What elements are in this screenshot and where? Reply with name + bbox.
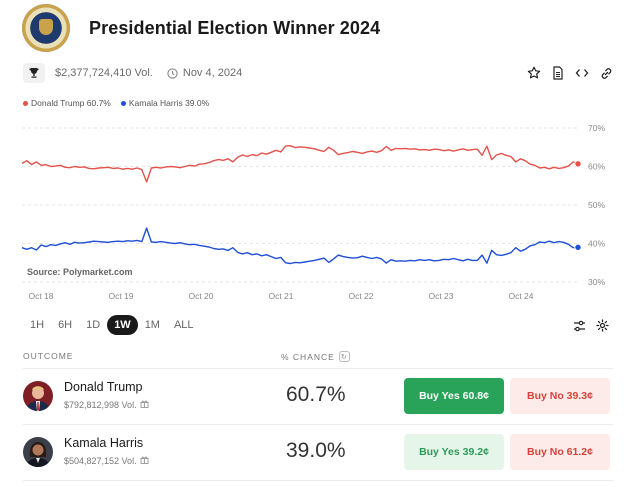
legend-label-trump: Donald Trump 60.7%: [31, 98, 111, 108]
market-volume: $2,377,724,410 Vol.: [55, 67, 153, 79]
buy-no-trump-button[interactable]: Buy No 39.3¢: [510, 378, 610, 414]
avatar-trump: [23, 381, 53, 411]
outcome-row-harris[interactable]: Kamala Harris $504,827,152 Vol. 39.0% Bu…: [23, 425, 613, 481]
presidential-seal-logo: [22, 4, 70, 52]
col-chance-label: % CHANCE: [281, 351, 335, 362]
range-all[interactable]: ALL: [173, 319, 194, 331]
y-tick-label: 40%: [588, 239, 605, 249]
market-end-date: Nov 4, 2024: [182, 67, 243, 79]
refresh-icon[interactable]: ↻: [338, 351, 350, 362]
legend-label-harris: Kamala Harris 39.0%: [128, 98, 210, 108]
series-line-trump: [21, 145, 579, 183]
y-tick-label: 70%: [588, 123, 605, 133]
col-outcome: OUTCOME: [23, 351, 74, 361]
x-tick-label: Oct 18: [28, 291, 53, 301]
outcome-name-harris: Kamala Harris: [64, 436, 144, 450]
series-end-point-harris: [574, 243, 582, 252]
series-end-point-trump: [574, 160, 582, 168]
trophy-icon[interactable]: [23, 63, 45, 83]
market-meta: $2,377,724,410 Vol. Nov 4, 2024: [23, 63, 613, 83]
x-tick-label: Oct 24: [508, 291, 533, 301]
legend-item-trump: Donald Trump 60.7%: [23, 98, 111, 108]
range-1w[interactable]: 1W: [107, 315, 138, 335]
gift-icon[interactable]: [140, 455, 149, 466]
clock-icon: [167, 67, 178, 79]
page-title: Presidential Election Winner 2024: [89, 17, 381, 38]
range-1h[interactable]: 1H: [30, 319, 45, 331]
outcome-volume-trump: $792,812,998 Vol.: [64, 399, 149, 410]
legend-dot-trump: [23, 100, 28, 106]
chart-tools: [573, 319, 609, 337]
x-tick-label: Oct 22: [348, 291, 373, 301]
buy-no-harris-button[interactable]: Buy No 61.2¢: [510, 434, 610, 470]
outcomes-header: OUTCOME % CHANCE ↻: [23, 345, 613, 369]
y-tick-label: 50%: [588, 200, 605, 210]
sliders-icon[interactable]: [573, 319, 586, 337]
chart-source-text: Source: Polymarket.com: [27, 267, 133, 277]
outcome-chance-trump: 60.7%: [286, 383, 346, 406]
x-tick-label: Oct 21: [268, 291, 293, 301]
star-icon[interactable]: [527, 66, 541, 80]
x-tick-label: Oct 19: [108, 291, 133, 301]
range-1m[interactable]: 1M: [144, 319, 160, 331]
document-icon[interactable]: [551, 66, 565, 80]
y-tick-label: 30%: [588, 277, 605, 287]
x-tick-label: Oct 20: [188, 291, 213, 301]
outcome-volume-harris-text: $504,827,152 Vol.: [64, 455, 137, 466]
market-header: Presidential Election Winner 2024: [22, 4, 622, 52]
series-line-harris: [21, 227, 579, 265]
x-tick-label: Oct 23: [428, 291, 453, 301]
buy-yes-harris-button[interactable]: Buy Yes 39.2¢: [404, 434, 504, 470]
avatar-harris: [23, 437, 53, 467]
outcome-name-trump: Donald Trump: [64, 380, 143, 394]
chart-legend: Donald Trump 60.7% Kamala Harris 39.0%: [23, 98, 219, 108]
chart-source: Source: Polymarket.com: [23, 264, 137, 280]
code-icon[interactable]: [575, 66, 589, 80]
range-1d[interactable]: 1D: [86, 319, 101, 331]
outcome-row-trump[interactable]: Donald Trump $792,812,998 Vol. 60.7% Buy…: [23, 369, 613, 425]
outcome-volume-trump-text: $792,812,998 Vol.: [64, 399, 137, 410]
legend-item-harris: Kamala Harris 39.0%: [120, 98, 210, 108]
outcome-chance-harris: 39.0%: [286, 439, 346, 462]
time-range-selector: 1H 6H 1D 1W 1M ALL: [23, 315, 201, 335]
link-icon[interactable]: [599, 66, 613, 80]
probability-chart[interactable]: 70% 60% 50% 40% 30% Oct 18 Oct 19 Oct 20 Oct 21 O…: [0, 118, 635, 308]
gear-icon[interactable]: [596, 319, 609, 337]
y-tick-label: 60%: [588, 162, 605, 172]
legend-dot-harris: [120, 100, 126, 106]
gift-icon[interactable]: [140, 399, 149, 410]
range-6h[interactable]: 6H: [58, 319, 73, 331]
buy-yes-trump-button[interactable]: Buy Yes 60.8¢: [404, 378, 504, 414]
outcome-volume-harris: $504,827,152 Vol.: [64, 455, 149, 466]
market-actions: [527, 66, 613, 80]
col-chance: % CHANCE ↻: [281, 351, 350, 362]
